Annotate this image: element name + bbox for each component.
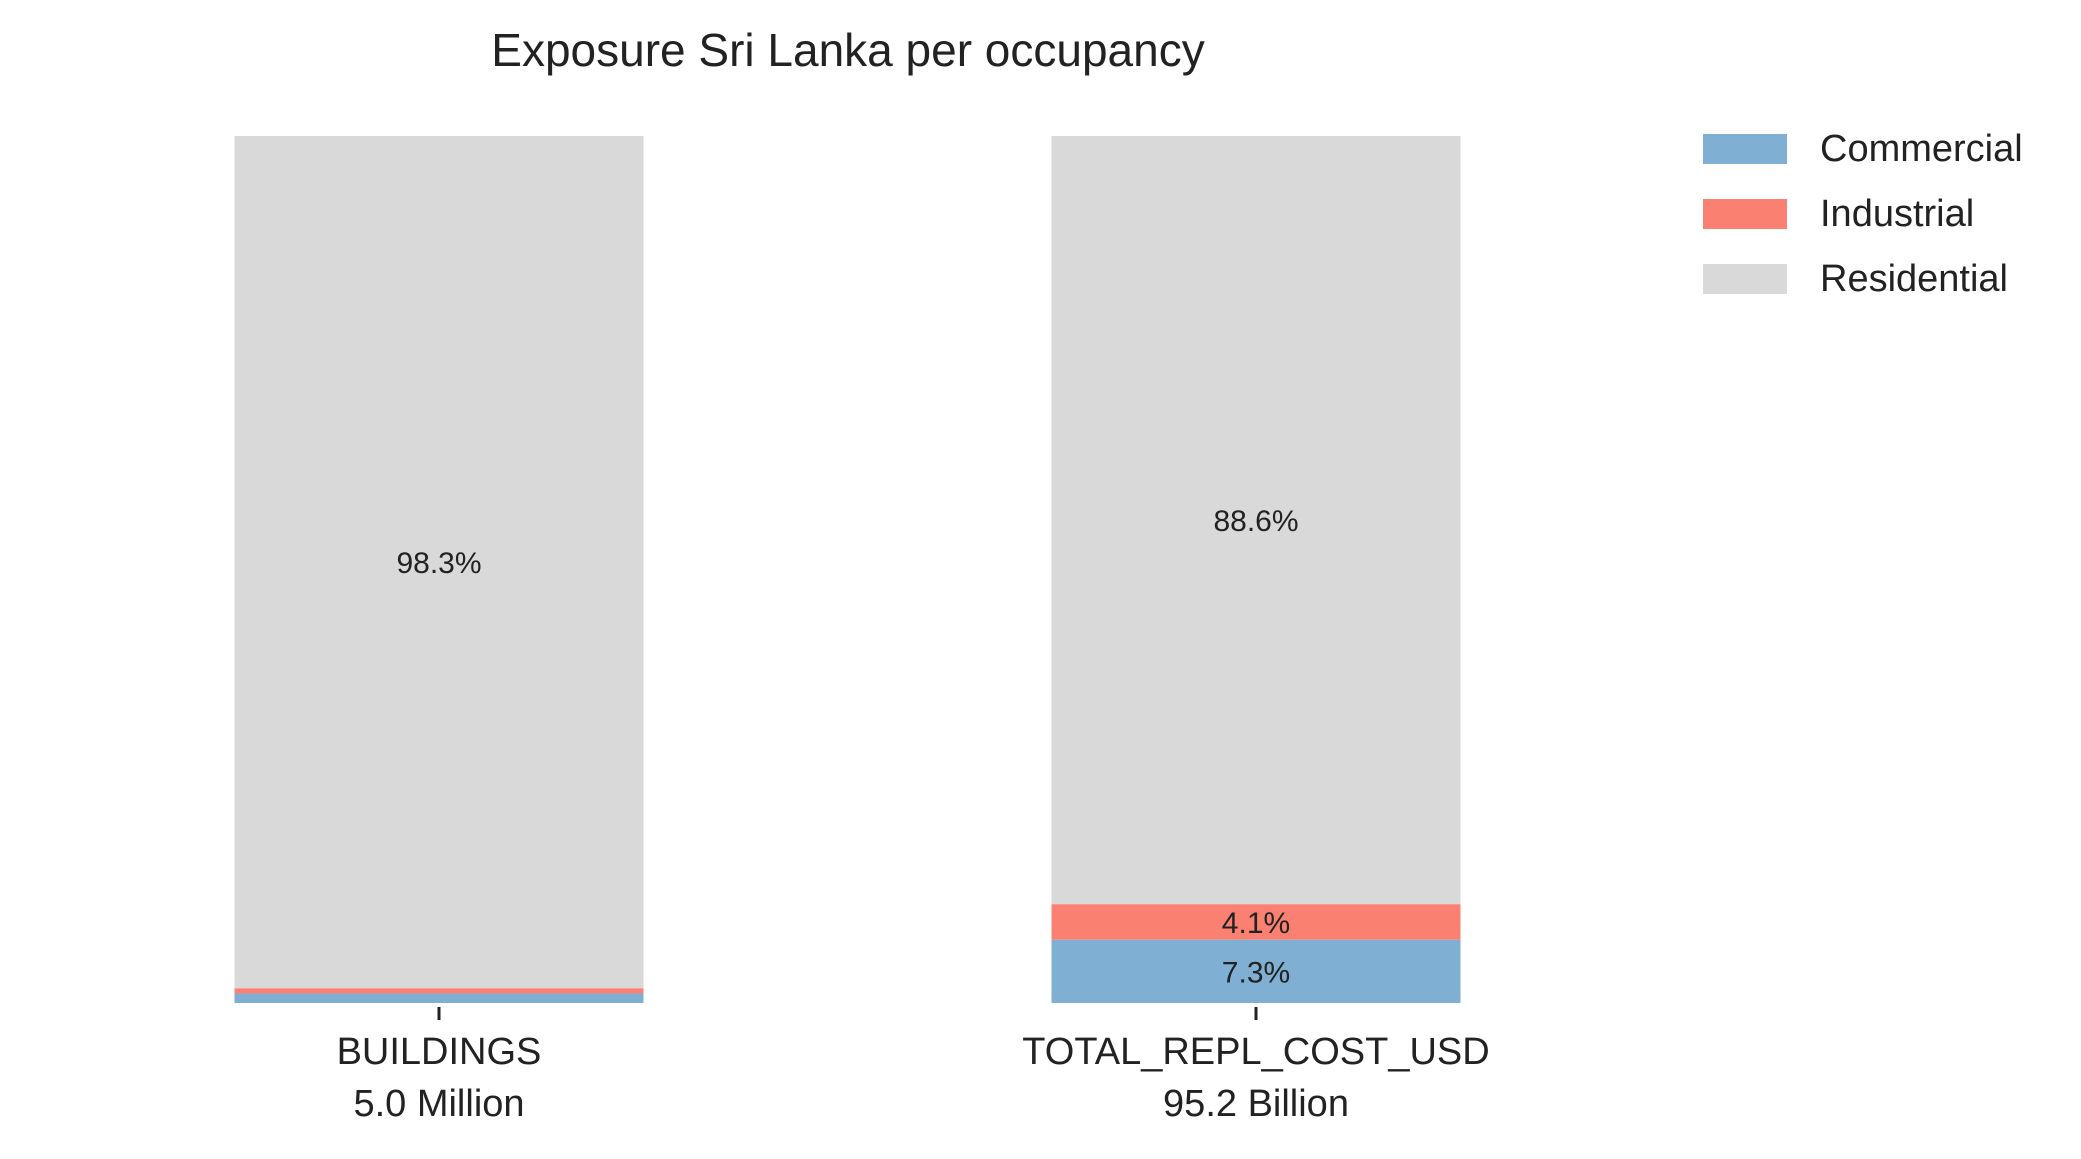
- legend-label-industrial: Industrial: [1820, 193, 1974, 235]
- data-label-residential-2: 88.6%: [1213, 505, 1298, 538]
- bar-segment-residential-2: [1051, 136, 1461, 905]
- x-axis: BUILDINGS 5.0 Million TOTAL_REPL_COST_USD 9…: [337, 1007, 1490, 1125]
- bar-segment-commercial-2: [1051, 939, 1461, 1003]
- legend-label-commercial: Commercial: [1820, 128, 2023, 170]
- bars-layer: [234, 136, 1461, 1003]
- x-tick-total: 95.2 Billion: [1163, 1083, 1349, 1125]
- legend: Commercial Industrial Residential: [1703, 128, 2023, 300]
- data-label-residential-1: 98.3%: [396, 547, 481, 580]
- data-labels-layer: 98.3% 7.3% 4.1% 88.6%: [396, 505, 1298, 989]
- x-tick-label: TOTAL_REPL_COST_USD: [1022, 1031, 1489, 1073]
- legend-swatch-commercial: [1703, 134, 1787, 164]
- x-tick-total: 5.0 Million: [353, 1083, 524, 1125]
- data-label-industrial-2: 4.1%: [1222, 907, 1290, 940]
- chart-title: Exposure Sri Lanka per occupancy: [491, 24, 1204, 76]
- legend-label-residential: Residential: [1820, 258, 2008, 300]
- bar-segment-commercial-1: [234, 993, 644, 1003]
- legend-swatch-residential: [1703, 264, 1787, 294]
- data-label-commercial-2: 7.3%: [1222, 956, 1290, 989]
- bar-segment-industrial-1: [234, 988, 644, 994]
- legend-swatch-industrial: [1703, 199, 1787, 229]
- bar-segment-residential-1: [234, 136, 644, 989]
- x-tick-label: BUILDINGS: [337, 1031, 542, 1073]
- bar-segment-industrial-2: [1051, 904, 1461, 940]
